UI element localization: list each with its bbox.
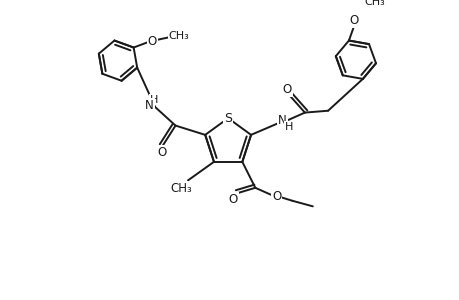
Text: N: N bbox=[145, 99, 154, 112]
Text: O: O bbox=[157, 146, 166, 159]
Text: H: H bbox=[284, 122, 293, 131]
Text: CH₃: CH₃ bbox=[364, 0, 385, 7]
Text: N: N bbox=[278, 114, 286, 128]
Text: CH₃: CH₃ bbox=[170, 182, 192, 195]
Text: H: H bbox=[150, 94, 158, 105]
Text: S: S bbox=[224, 112, 232, 125]
Text: O: O bbox=[349, 14, 358, 27]
Text: O: O bbox=[282, 83, 291, 96]
Text: CH₃: CH₃ bbox=[168, 32, 189, 41]
Text: O: O bbox=[147, 34, 157, 47]
Text: O: O bbox=[228, 193, 237, 206]
Text: O: O bbox=[271, 190, 280, 202]
